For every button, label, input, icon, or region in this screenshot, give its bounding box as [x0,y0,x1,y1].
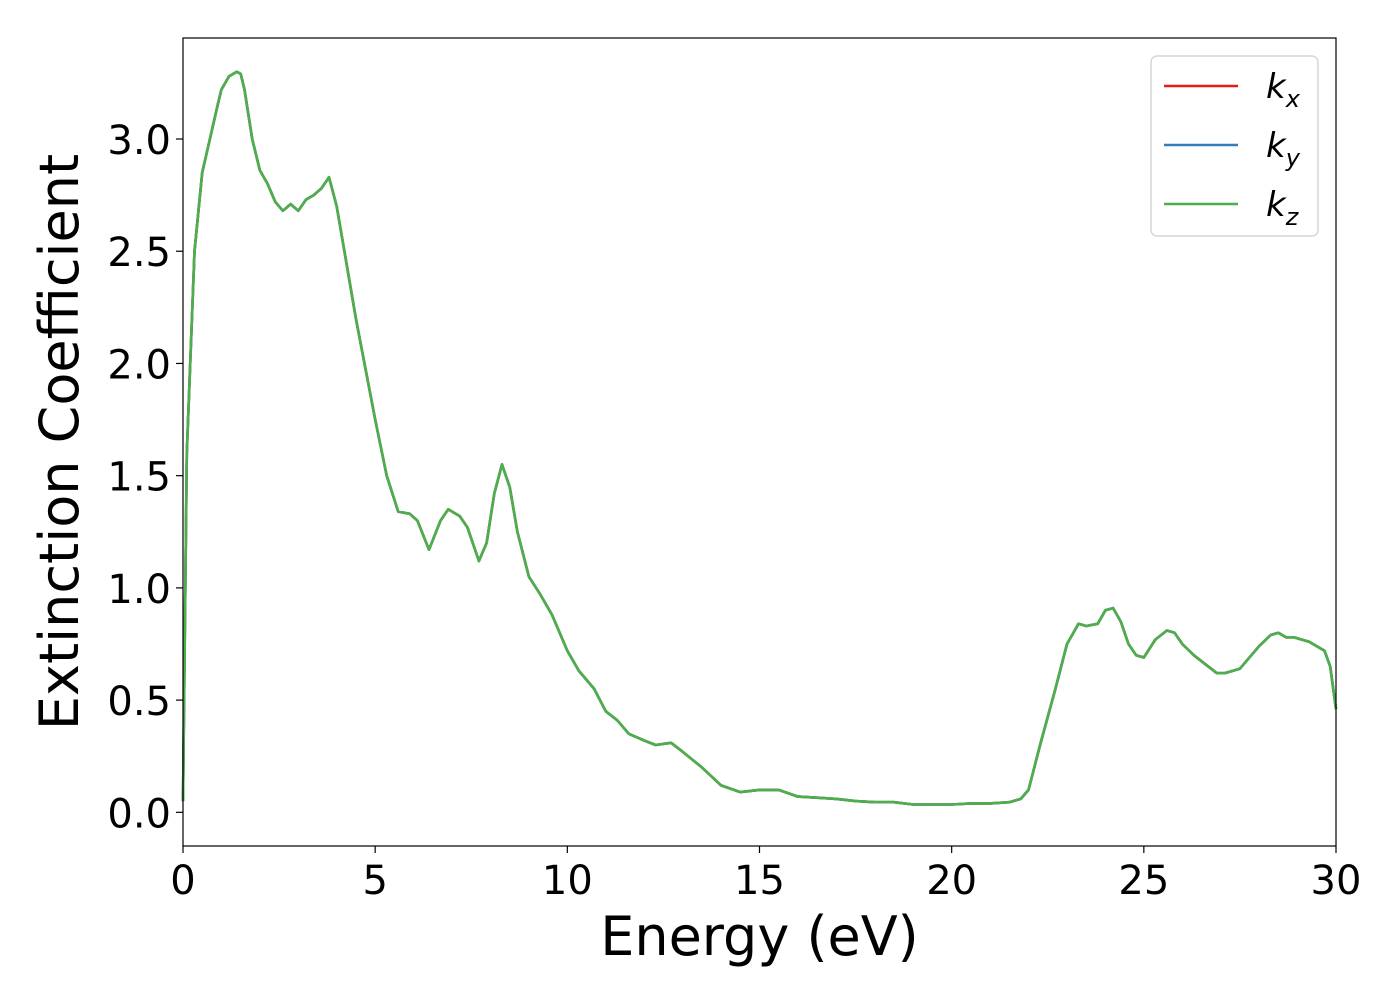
y-axis-title: Extinction Coefficient [28,154,91,730]
y-tick-label: 2.5 [107,230,171,276]
x-tick-label: 20 [926,858,977,904]
x-axis-ticks: 0 5 10 15 20 25 30 [170,846,1361,904]
y-tick-label: 2.0 [107,342,171,388]
x-axis-title: Energy (eV) [600,905,919,968]
y-tick-label: 0.0 [107,791,171,837]
y-tick-label: 0.5 [107,679,171,725]
x-tick-label: 0 [170,858,195,904]
x-tick-label: 5 [362,858,387,904]
x-tick-label: 30 [1311,858,1362,904]
x-tick-label: 15 [734,858,785,904]
y-tick-label: 1.0 [107,567,171,613]
y-tick-label: 1.5 [107,455,171,501]
x-tick-label: 25 [1118,858,1169,904]
legend-label: kx [1266,67,1301,113]
series-line-k-z [181,70,1338,806]
x-tick-label: 10 [542,858,593,904]
legend-label: ky [1266,126,1301,172]
y-axis-ticks: 0.0 0.5 1.0 1.5 2.0 2.5 3.0 [107,118,183,837]
legend-label: kz [1266,185,1300,231]
y-tick-label: 3.0 [107,118,171,164]
legend: kx ky kz [1150,55,1319,237]
